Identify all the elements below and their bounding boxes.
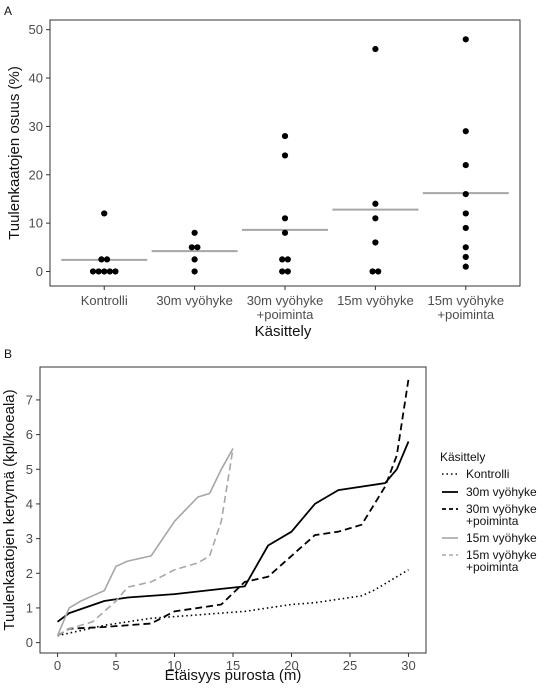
data-point [284, 256, 291, 263]
panel-b-series-lines [56, 378, 410, 637]
data-point [188, 244, 195, 251]
data-point [372, 45, 379, 53]
y-tick-label: 4 [26, 496, 33, 511]
data-point [279, 256, 286, 263]
data-point [281, 215, 289, 222]
data-point [462, 36, 469, 43]
panel-b-y-axis-title: Tuulenkaatojen kertymä (kpl/koeala) [1, 389, 18, 630]
x-tick-label: 15m vyöhyke [337, 293, 414, 308]
x-tick-label: 5 [112, 658, 119, 673]
data-point [106, 268, 113, 275]
panel-b-y-ticks: 0 1 2 3 4 5 6 7 [26, 392, 40, 650]
series-line [57, 448, 234, 637]
data-point [375, 268, 382, 275]
legend-label: 15m vyöhyke [466, 531, 537, 545]
y-tick-label: 2 [26, 566, 33, 581]
panel-a-x-ticks: Kontrolli 30m vyöhyke 30m vyöhyke +poiminta… [81, 286, 504, 322]
data-point [281, 132, 289, 140]
y-tick-label: 6 [26, 427, 33, 442]
x-tick-label: 30m vyöhyke +poiminta [247, 293, 324, 322]
data-point [462, 263, 469, 270]
y-tick-label: 50 [29, 22, 43, 37]
series-line [56, 441, 410, 623]
y-tick-label: 5 [26, 462, 33, 477]
panel-a-points [89, 36, 469, 275]
x-tick-label: 30 [401, 658, 415, 673]
data-point [284, 268, 291, 275]
data-point [281, 229, 289, 236]
panel-a-letter: A [4, 4, 12, 18]
y-tick-label: 1 [26, 600, 33, 615]
legend-label: Kontrolli [466, 467, 509, 481]
x-tick-label: Kontrolli [81, 293, 128, 308]
y-tick-label: 10 [29, 216, 43, 231]
y-tick-label: 0 [26, 635, 33, 650]
x-tick-label: 10 [167, 658, 181, 673]
data-point [369, 268, 376, 275]
panel-b-x-axis-title: Etäisyys purosta (m) [165, 667, 302, 684]
x-tick-label: 15 [226, 658, 240, 673]
data-point [98, 256, 105, 263]
data-point [89, 268, 97, 275]
data-point [462, 161, 469, 169]
panel-b: B 0 1 2 3 4 5 6 7 0 5 10 15 20 25 30 Etäisyys purosta… [1, 347, 537, 684]
y-tick-label: 40 [29, 71, 43, 86]
legend-label: 30m vyöhyke +poiminta [466, 502, 537, 528]
y-tick-label: 7 [26, 392, 33, 407]
x-tick-label: 30m vyöhyke [156, 293, 233, 308]
data-point [462, 128, 469, 135]
data-point [372, 200, 379, 207]
x-tick-label: 20 [284, 658, 298, 673]
x-tick-label: 25 [343, 658, 357, 673]
legend-title: Käsittely [440, 450, 485, 464]
x-tick-label: 0 [54, 658, 61, 673]
data-point [101, 268, 108, 275]
panel-a: A 0 10 20 30 40 50 Kontrolli 30m vyöhyke 30m vy… [4, 4, 521, 340]
y-tick-label: 20 [29, 167, 43, 182]
data-point [372, 239, 379, 246]
legend-label: 15m vyöhyke +poiminta [466, 548, 537, 574]
panel-b-legend: Käsittely Kontrolli 30m vyöhyke 30m vyöhyk… [440, 450, 537, 574]
x-tick-label: 15m vyöhyke +poiminta [427, 293, 504, 322]
panel-a-x-axis-title: Käsittely [255, 323, 312, 340]
data-point [462, 224, 469, 232]
data-point [372, 215, 379, 222]
data-point [462, 253, 469, 261]
series-line [57, 569, 409, 637]
data-point [279, 268, 286, 275]
data-point [191, 268, 198, 275]
data-point [191, 229, 198, 236]
series-line [56, 448, 234, 637]
series-line [57, 378, 410, 637]
y-tick-label: 30 [29, 119, 43, 134]
y-tick-label: 0 [36, 264, 43, 279]
data-point [194, 244, 201, 251]
panel-b-plot-border [39, 366, 427, 654]
data-point [112, 268, 119, 275]
panel-b-letter: B [4, 347, 12, 361]
panel-a-mean-lines [61, 192, 509, 261]
panel-a-y-ticks: 0 10 20 30 40 50 [29, 22, 50, 279]
y-tick-label: 3 [26, 531, 33, 546]
data-point [462, 244, 469, 251]
data-point [191, 256, 198, 263]
data-point [462, 210, 469, 217]
data-point [462, 191, 469, 198]
panel-b-x-ticks: 0 5 10 15 20 25 30 [54, 653, 416, 673]
data-point [95, 268, 102, 275]
data-point [101, 210, 108, 217]
data-point [103, 256, 111, 263]
legend-label: 30m vyöhyke [466, 485, 537, 499]
data-point [281, 152, 289, 159]
panel-a-y-axis-title: Tuulenkaatojen osuus (%) [6, 66, 23, 240]
